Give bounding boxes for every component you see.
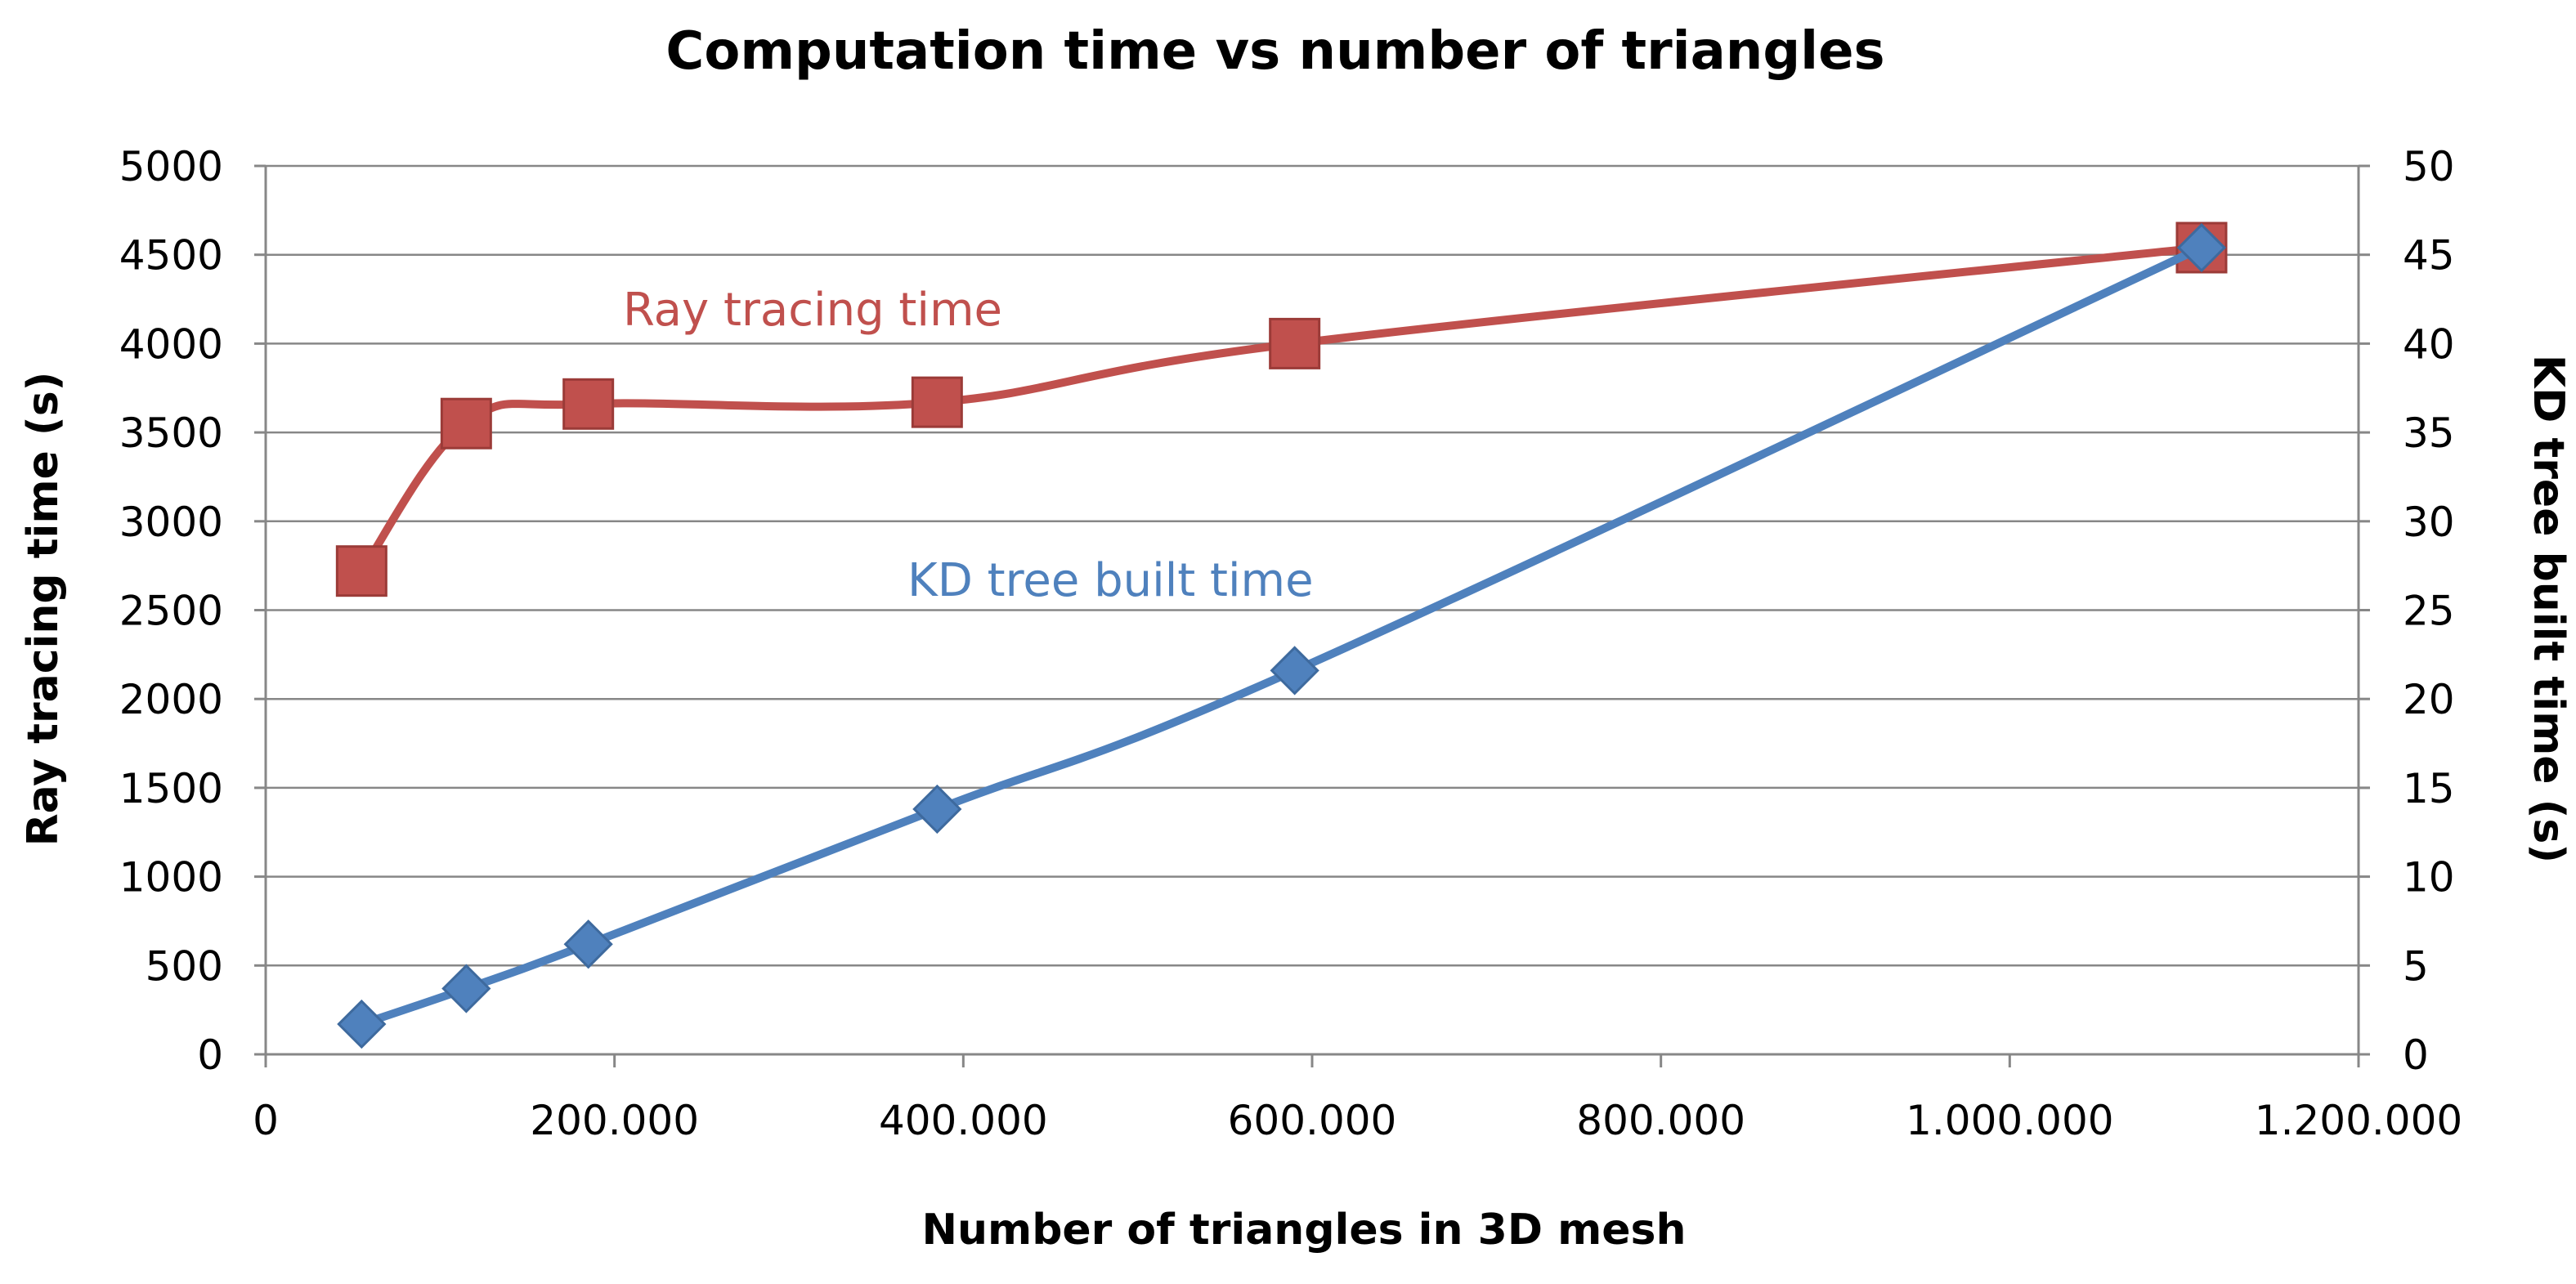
y-tick-label-5: 2500	[119, 588, 223, 635]
ray-tracing-time-annotation: Ray tracing time	[623, 284, 1002, 337]
x-tick-label-0: 0	[253, 1097, 279, 1144]
y2-tick-label-7: 35	[2403, 409, 2455, 457]
x-tick-label-6: 1.200.000	[2255, 1097, 2462, 1144]
axes-layer	[254, 164, 2370, 1067]
y-tick-label-10: 5000	[119, 143, 223, 190]
y-tick-label-7: 3500	[119, 409, 223, 457]
chart-title: Computation time vs number of triangles	[665, 21, 1884, 82]
kd-tree-built-time-annotation: KD tree built time	[907, 554, 1314, 607]
kd-tree-built-time-point-4	[1270, 646, 1319, 696]
y2-tick-label-0: 0	[2403, 1031, 2429, 1079]
ray-tracing-time-point-1	[440, 397, 492, 450]
y-tick-label-8: 4000	[119, 320, 223, 368]
y-tick-label-4: 2000	[119, 676, 223, 723]
ray-tracing-time-point-3	[911, 376, 963, 428]
y2-tick-label-2: 10	[2403, 854, 2455, 901]
y2-tick-label-9: 45	[2403, 232, 2455, 280]
y-tick-label-2: 1000	[119, 854, 223, 901]
ray-tracing-time-point-0	[335, 545, 388, 597]
y-tick-label-3: 1500	[119, 765, 223, 812]
ray-tracing-time-point-2	[562, 378, 615, 430]
kd-tree-built-time-point-5	[2176, 222, 2227, 273]
x-tick-label-5: 1.000.000	[1906, 1097, 2113, 1144]
kd-tree-built-time-line	[357, 244, 2206, 1029]
y-tick-label-9: 4500	[119, 232, 223, 280]
y2-tick-label-5: 25	[2403, 588, 2455, 635]
series-layer	[335, 221, 2228, 1049]
y2-tick-label-4: 20	[2403, 676, 2455, 723]
y2-axis-title: KD tree built time (s)	[2524, 355, 2573, 863]
y2-tick-label-3: 15	[2403, 765, 2455, 812]
labels-layer: Computation time vs number of triangles …	[19, 21, 2573, 1255]
y2-tick-label-10: 50	[2403, 143, 2455, 190]
y-tick-label-0: 0	[197, 1031, 223, 1079]
x-tick-label-1: 200.000	[530, 1097, 699, 1144]
y-tick-label-6: 3000	[119, 499, 223, 546]
y2-tick-label-8: 40	[2403, 320, 2455, 368]
ray-tracing-time-point-4	[1269, 317, 1321, 369]
y-axis-title: Ray tracing time (s)	[19, 372, 68, 847]
kd-tree-built-time-point-0	[337, 999, 387, 1049]
x-axis-title: Number of triangles in 3D mesh	[921, 1206, 1686, 1255]
y-tick-label-1: 500	[146, 942, 223, 990]
x-tick-label-2: 400.000	[879, 1097, 1048, 1144]
x-tick-label-4: 800.000	[1576, 1097, 1745, 1144]
kd-tree-built-time-point-2	[563, 919, 613, 969]
y2-tick-label-1: 5	[2403, 942, 2429, 990]
kd-tree-built-time-point-1	[441, 964, 491, 1013]
x-tick-label-3: 600.000	[1228, 1097, 1397, 1144]
kd-tree-built-time-point-3	[912, 784, 962, 834]
grid-layer	[266, 164, 2359, 967]
y2-tick-label-6: 30	[2403, 499, 2455, 546]
